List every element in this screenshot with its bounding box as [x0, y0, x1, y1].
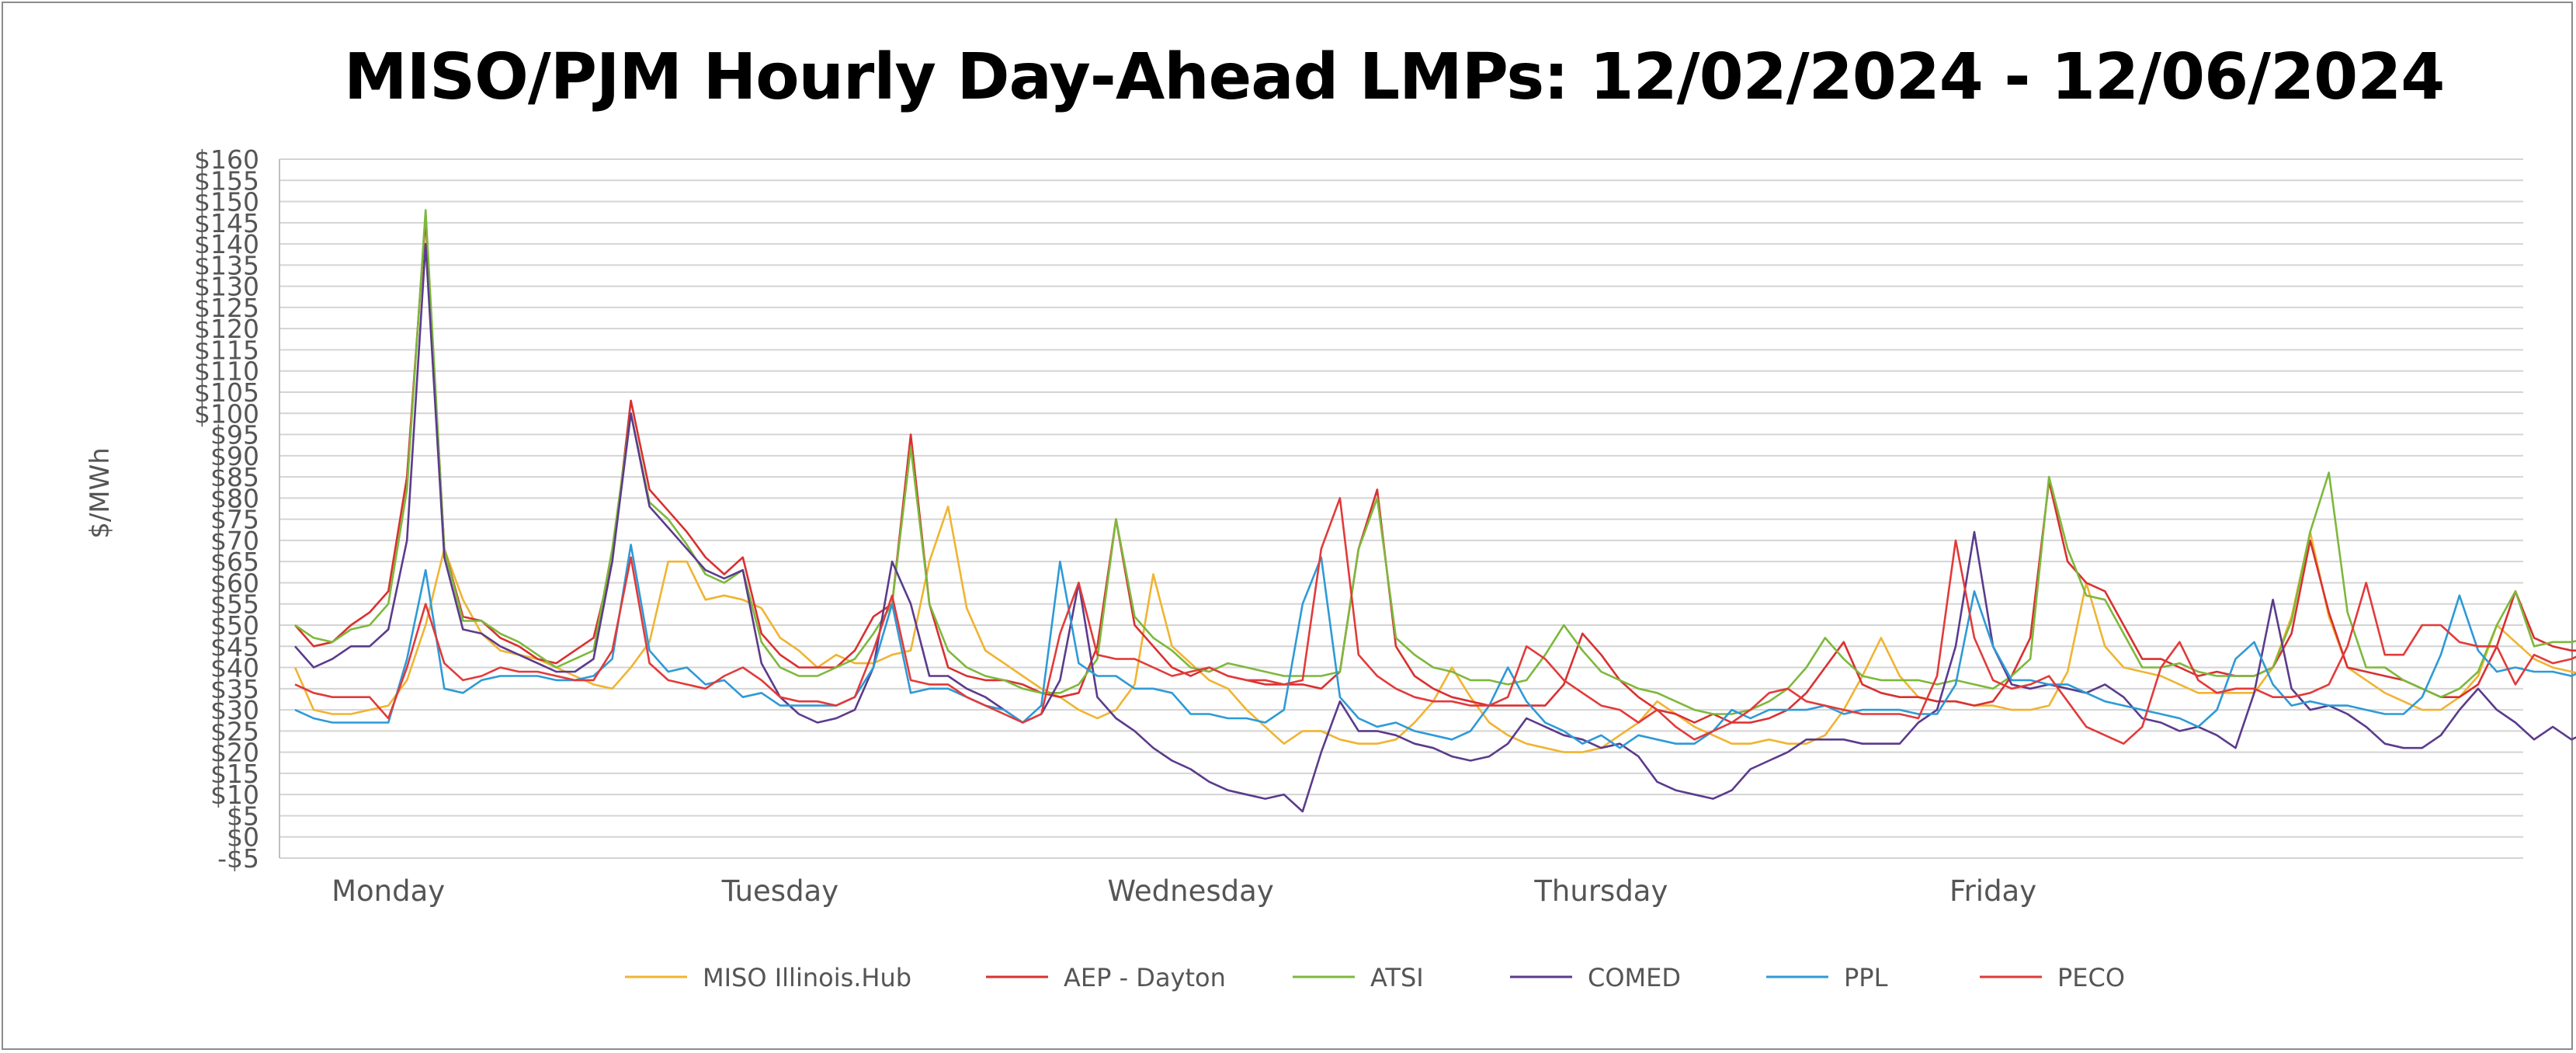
y-tick-label: $110 — [194, 356, 259, 387]
y-tick-label: $155 — [194, 165, 259, 196]
y-tick-label: $160 — [194, 144, 259, 175]
y-tick-label: $150 — [194, 187, 259, 217]
legend-label: AEP - Dayton — [1064, 963, 1226, 992]
y-tick-label: $60 — [210, 568, 259, 598]
y-tick-label: $25 — [210, 716, 259, 746]
legend-label: COMED — [1588, 963, 1681, 992]
y-tick-label: $125 — [194, 293, 259, 323]
y-tick-label: $140 — [194, 229, 259, 259]
day-label: Wednesday — [1108, 874, 1274, 908]
chart-title: MISO/PJM Hourly Day-Ahead LMPs: 12/02/20… — [344, 40, 2445, 114]
y-tick-label: $135 — [194, 250, 259, 280]
y-tick-label: $40 — [210, 653, 259, 683]
day-label: Friday — [1949, 874, 2036, 908]
y-tick-label: $45 — [210, 631, 259, 662]
y-tick-label: $100 — [194, 398, 259, 429]
y-tick-label: $95 — [210, 420, 259, 450]
y-tick-label: $80 — [210, 483, 259, 513]
y-tick-label: $30 — [210, 695, 259, 725]
x-axis-day-labels: Monday Tuesday Wednesday Thursday Friday — [332, 874, 2036, 908]
grid-lines — [279, 158, 2523, 859]
legend-label: PECO — [2057, 963, 2125, 992]
y-tick-label: $10 — [210, 780, 259, 810]
series-line-2 — [294, 209, 2576, 715]
y-tick-label: $105 — [194, 377, 259, 408]
y-tick-label: $20 — [210, 738, 259, 768]
y-axis-ticks: -$5$0$5$10$15$20$25$30$35$40$45$50$55$60… — [194, 144, 259, 874]
series-line-4 — [294, 544, 2576, 749]
y-tick-label: $130 — [194, 272, 259, 302]
series-line-3 — [294, 242, 2576, 813]
y-tick-label: $115 — [194, 335, 259, 365]
y-tick-label: $75 — [210, 505, 259, 535]
y-tick-label: $120 — [194, 314, 259, 344]
day-label: Monday — [332, 874, 445, 908]
y-tick-label: $50 — [210, 610, 259, 641]
series-line-0 — [293, 505, 2576, 753]
y-tick-label: $0 — [227, 822, 259, 853]
series-line-5 — [294, 497, 2576, 745]
y-tick-label: $90 — [210, 441, 259, 471]
y-tick-label: $85 — [210, 462, 259, 492]
day-label: Thursday — [1533, 874, 1668, 908]
y-tick-label: $5 — [227, 801, 259, 831]
y-tick-label: -$5 — [217, 843, 259, 874]
y-tick-label: $55 — [210, 589, 259, 620]
y-tick-label: $145 — [194, 208, 259, 238]
legend-label: MISO Illinois.Hub — [703, 963, 911, 992]
legend: MISO Illinois.Hub AEP - Dayton ATSI COMED PP… — [625, 963, 2125, 992]
y-tick-label: $15 — [210, 759, 259, 789]
y-axis-label: $/MWh — [85, 447, 116, 539]
y-tick-label: $35 — [210, 674, 259, 704]
y-tick-label: $70 — [210, 526, 259, 556]
series-lines — [293, 209, 2576, 813]
day-label: Tuesday — [721, 874, 839, 908]
legend-label: PPL — [1844, 963, 1888, 992]
legend-label: ATSI — [1370, 963, 1424, 992]
y-tick-label: $65 — [210, 547, 259, 577]
